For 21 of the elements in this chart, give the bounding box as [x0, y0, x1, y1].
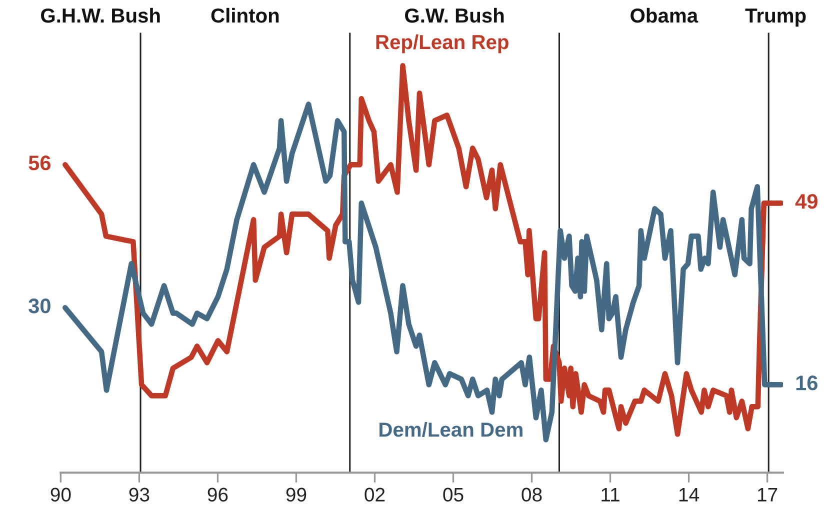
x-tick-label: 93: [129, 488, 150, 502]
text: Clinton: [211, 8, 279, 23]
series-label: Rep/Lean Rep: [376, 34, 508, 54]
text: Obama: [630, 8, 698, 23]
text: Trump: [745, 8, 806, 27]
x-tick-label: 14: [679, 488, 700, 502]
x-tick-label: 05: [443, 488, 464, 502]
data-label: 16: [796, 376, 818, 390]
data-label: 30: [28, 298, 50, 314]
text: G.W. Bush: [405, 8, 504, 23]
x-tick-label: 99: [286, 488, 306, 502]
x-tick-label: 17: [758, 488, 778, 502]
data-label: 49: [795, 194, 818, 209]
x-tick-label: 02: [364, 488, 385, 502]
x-tick-label: 90: [50, 488, 71, 502]
x-tick-label: 08: [522, 488, 542, 502]
text: G.H.W. Bush: [41, 8, 160, 23]
x-tick-label: 11: [602, 488, 620, 502]
x-tick-label: 96: [208, 488, 228, 502]
series-label: Dem/Lean Dem: [380, 422, 522, 437]
data-label: 56: [28, 156, 51, 170]
